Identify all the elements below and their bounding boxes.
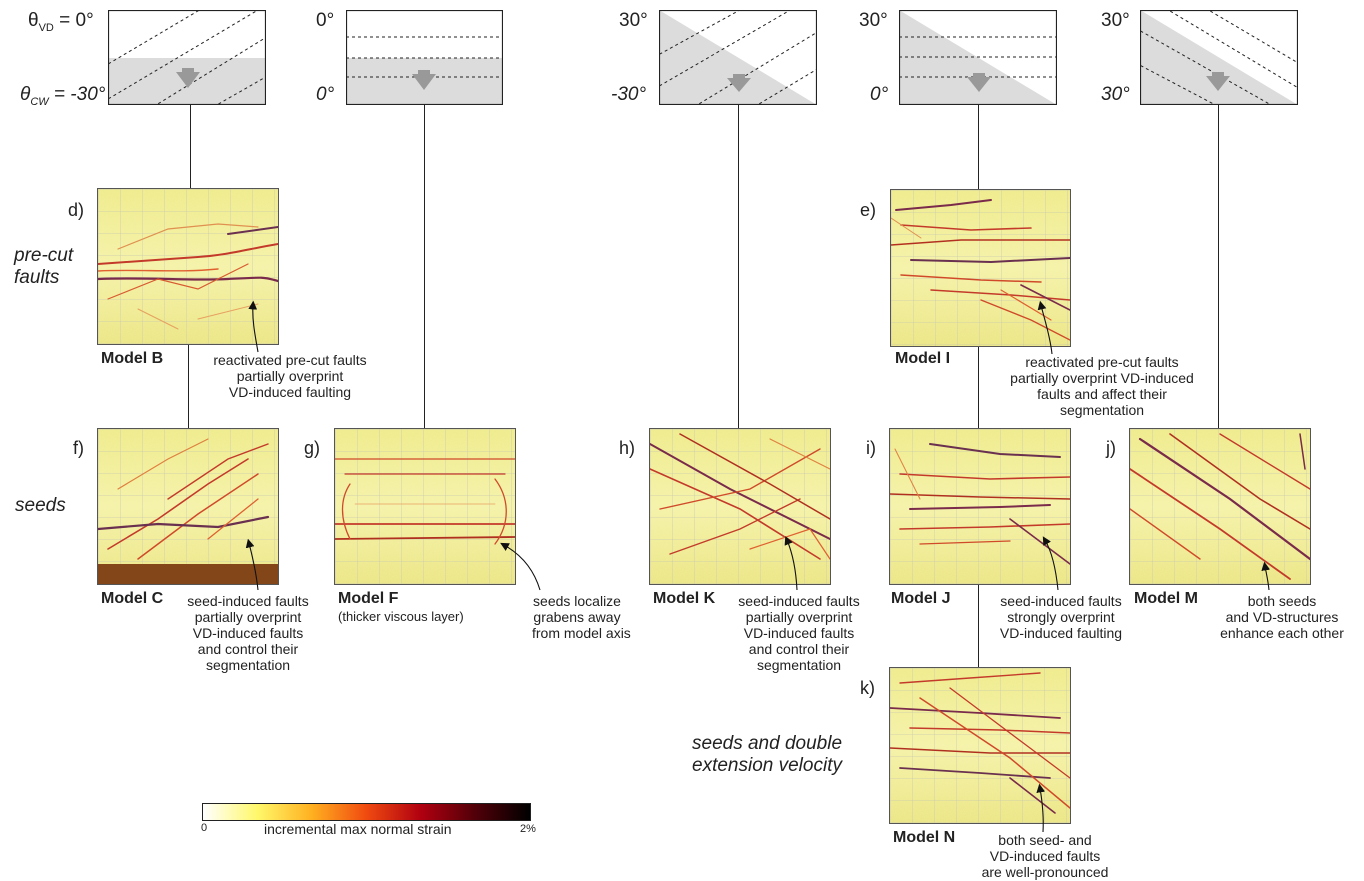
connector-line [424,105,426,428]
arrow-model-j [1042,536,1059,591]
colorbar-label: incremental max normal strain [264,821,452,837]
arrow-model-m [1261,561,1271,591]
model-subtitle-f: (thicker viscous layer) [338,609,464,624]
caption-model-m: both seeds and VD-structures enhance each … [1220,593,1344,641]
caption-model-n: both seed- and VD-induced faults are well-… [981,832,1109,880]
connector-line [738,105,740,428]
connector-line [978,345,980,428]
model-image-f [334,428,516,585]
model-name-c: Model C [101,590,164,607]
panel-letter-j: j) [1106,438,1116,458]
model-image-k [649,428,831,585]
schematic-4-bottom-angle: 0° [870,84,889,105]
model-image-n [889,667,1071,824]
panel-letter-i: i) [866,438,876,458]
arrow-model-c [245,538,259,591]
theta-vd-label: θVD = 0° [28,10,94,34]
caption-model-c: seed-induced faults partially overprint VD… [187,593,309,673]
panel-letter-d: d) [68,200,85,220]
model-name-i: Model I [895,350,951,367]
group-label-seeds: seeds [15,495,66,516]
schematic-4-top-angle: 30° [859,10,888,31]
arrow-model-f [500,542,541,591]
panel-letter-h: h) [619,438,636,458]
model-name-n: Model N [893,829,956,846]
model-name-f: Model F [338,590,399,607]
group-label-precut: pre-cut faults [14,245,74,288]
panel-letter-f: f) [73,438,84,458]
arrow-model-n [1036,783,1046,833]
model-image-j [889,428,1071,585]
panel-letter-e: e) [860,200,877,220]
panel-letter-k: k) [860,678,875,698]
schematic-2-bottom-angle: 0° [316,84,335,105]
caption-model-b: reactivated pre-cut faults partially over… [213,352,367,400]
caption-model-k: seed-induced faults partially overprint VD… [738,593,860,673]
model-name-j: Model J [891,590,951,607]
model-image-c [97,428,279,585]
model-name-b: Model B [101,350,164,367]
connector-line [188,343,190,428]
schematic-box-3 [658,9,818,110]
arrow-model-k [784,535,798,591]
caption-model-j: seed-induced faults strongly overprint VD-… [999,593,1123,641]
schematic-3-top-angle: 30° [619,10,648,31]
schematic-5-top-angle: 30° [1101,10,1130,31]
schematic-box-5 [1139,9,1299,110]
colorbar-max: 2% [520,823,536,835]
schematic-box-4 [898,9,1058,110]
arrow-model-b [248,300,259,353]
caption-model-f: seeds localize grabens away from model axi… [532,593,631,641]
panel-letter-g: g) [304,438,321,458]
schematic-box-2 [345,9,504,110]
connector-line [978,105,980,189]
colorbar [202,803,531,821]
model-image-m [1129,428,1311,585]
caption-model-i: reactivated pre-cut faults partially over… [1010,354,1194,418]
colorbar-gradient [203,804,530,820]
connector-line [978,583,980,667]
schematic-box-1 [107,9,267,110]
connector-line [190,105,192,188]
group-label-double: seeds and double extension velocity [692,733,843,776]
theta-cw-label: θCW = -30° [20,84,106,108]
schematic-2-top-angle: 0° [316,10,335,31]
model-image-b [97,188,279,345]
colorbar-min: 0 [201,822,208,834]
connector-line [1218,105,1220,428]
model-image-i [890,189,1071,347]
schematic-3-bottom-angle: -30° [611,84,647,105]
model-name-m: Model M [1134,590,1198,607]
arrow-model-i [1037,300,1053,355]
schematic-5-bottom-angle: 30° [1101,84,1130,105]
model-name-k: Model K [653,590,716,607]
